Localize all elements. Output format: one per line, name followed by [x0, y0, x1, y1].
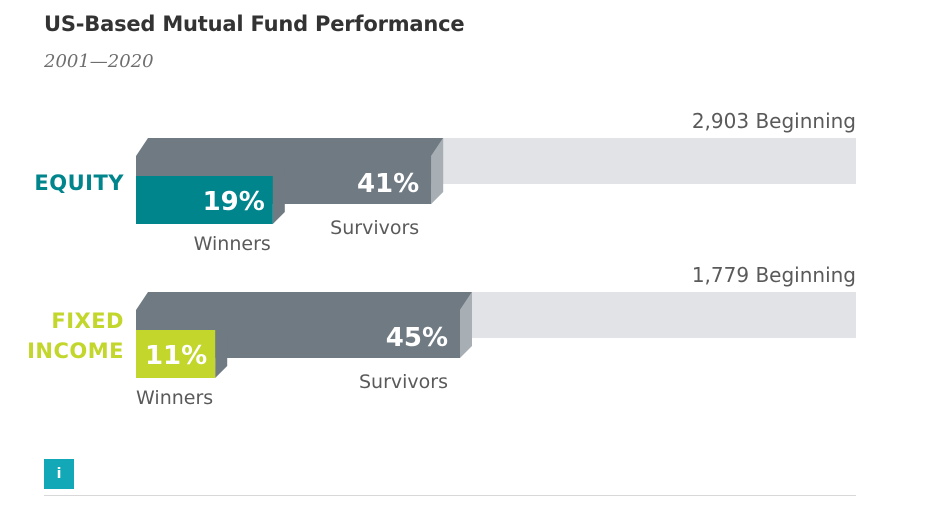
beginning-label: 1,779 Beginning — [692, 263, 856, 287]
winners-caption: Winners — [194, 233, 271, 255]
survivors-bar-side — [431, 138, 444, 204]
info-icon: i — [56, 466, 62, 482]
winners-caption: Winners — [136, 387, 213, 409]
chart-title: US-Based Mutual Fund Performance — [44, 12, 465, 36]
chart-subtitle: 2001—2020 — [44, 51, 154, 72]
survivors-bar-top — [136, 292, 472, 310]
beginning-label: 2,903 Beginning — [692, 109, 856, 133]
category-label: FIXED — [51, 309, 124, 333]
survivors-caption: Survivors — [359, 371, 448, 393]
survivors-caption: Survivors — [330, 217, 419, 239]
winners-bar — [136, 176, 273, 224]
survivors-bar-side — [460, 292, 472, 358]
winners-bar — [136, 330, 216, 378]
winners-bar-side — [272, 164, 285, 224]
winners-value-label: 11% — [145, 341, 207, 371]
category-label: INCOME — [27, 339, 124, 363]
info-button[interactable]: i — [44, 459, 74, 489]
survivors-value-label: 41% — [357, 169, 419, 199]
survivors-bar-top — [136, 138, 444, 156]
divider — [44, 495, 856, 496]
category-label: EQUITY — [34, 171, 124, 195]
winners-bar-side — [215, 318, 228, 378]
survivors-value-label: 45% — [386, 323, 448, 353]
winners-value-label: 19% — [203, 187, 265, 217]
